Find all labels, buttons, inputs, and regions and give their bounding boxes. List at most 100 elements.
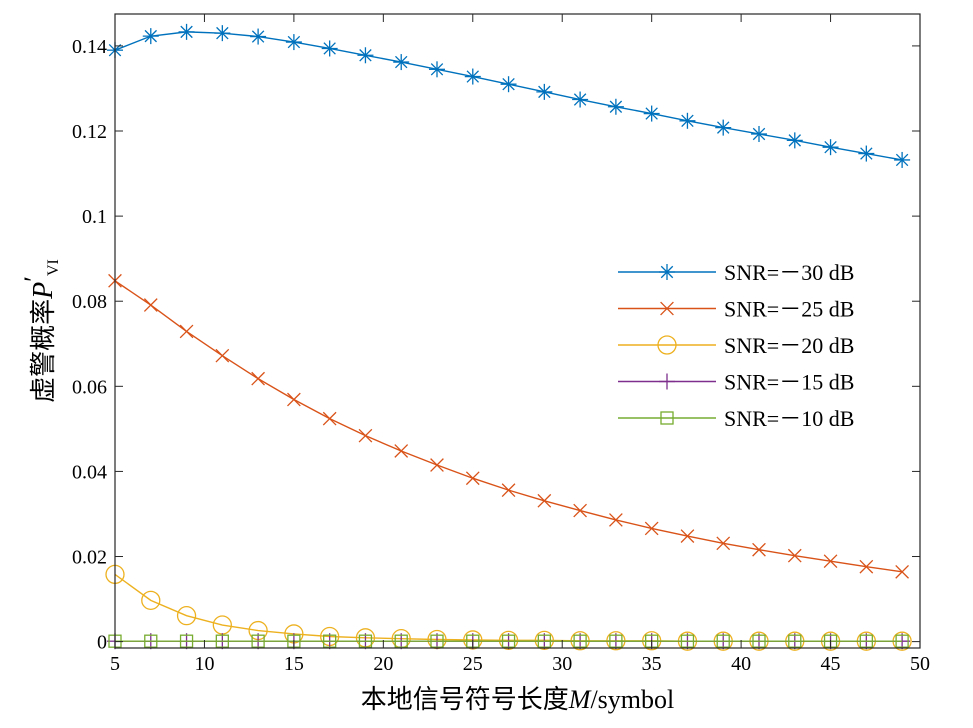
data-point [179, 324, 194, 339]
data-point [322, 411, 337, 426]
data-point [536, 83, 553, 100]
y-tick-label: 0.04 [72, 461, 107, 483]
data-point [859, 559, 874, 574]
x-tick-label: 25 [463, 653, 483, 675]
legend-label: SNR=－20 dB [724, 333, 854, 358]
data-point [141, 590, 161, 610]
data-point [358, 428, 373, 443]
data-point [572, 91, 589, 108]
data-point [176, 606, 197, 626]
data-point [498, 630, 519, 650]
data-point [752, 542, 766, 557]
data-point [573, 634, 587, 648]
data-point [179, 634, 194, 648]
data-point [786, 132, 803, 149]
y-tick-label: 0.12 [72, 121, 107, 143]
series-1 [107, 23, 911, 168]
data-point [501, 634, 516, 648]
data-point [394, 444, 409, 458]
y-tick-label: 0.02 [72, 547, 107, 569]
data-point [895, 564, 909, 579]
legend: SNR=－30 dB SNR=－25 dB SNR=－20 dB SNR=－15 dB… [612, 254, 912, 443]
legend-entry: SNR=－30 dB [618, 260, 854, 285]
data-point [644, 521, 659, 536]
data-point [858, 145, 875, 162]
data-point [429, 61, 445, 78]
data-point [251, 371, 265, 386]
data-point [500, 76, 517, 93]
y-tick-label: 0.14 [72, 36, 107, 58]
y-tick-label: 0.1 [82, 206, 107, 228]
data-point [680, 529, 695, 543]
x-axis-label-unit: /symbol [590, 685, 674, 714]
data-point [609, 634, 623, 648]
data-point [680, 634, 695, 648]
legend-label: SNR=－25 dB [724, 297, 854, 322]
legend-marker [659, 264, 675, 280]
data-point [178, 23, 195, 40]
data-point [394, 634, 408, 648]
x-axis-label-variable: M [568, 685, 592, 714]
data-point [752, 634, 766, 648]
legend-entry: SNR=－15 dB [618, 370, 854, 395]
legend-label: SNR=－15 dB [724, 370, 854, 395]
data-point [465, 471, 480, 486]
y-axis-label: 虚警概率P′VI [19, 259, 62, 403]
data-point [573, 503, 587, 518]
data-point [215, 348, 230, 363]
legend-marker [660, 301, 674, 316]
x-tick-label: 20 [373, 653, 393, 675]
data-point [250, 28, 267, 45]
y-axis-label-prime: ′ [19, 276, 48, 282]
y-tick-label: 0.08 [72, 291, 107, 313]
series-2 [108, 273, 909, 579]
data-point [643, 105, 660, 122]
data-point [357, 47, 374, 64]
data-point [859, 634, 873, 648]
y-axis-label-subscript: VI [45, 259, 62, 276]
data-point [287, 392, 301, 407]
axes-frame [114, 13, 921, 649]
legend-label: SNR=－10 dB [724, 406, 854, 431]
y-tick-label: 0 [97, 632, 107, 654]
data-point [430, 634, 444, 648]
data-point [607, 98, 624, 115]
y-axis-ticks: 0 0.02 0.04 0.06 0.08 0.1 0.12 0.14 [72, 36, 920, 654]
data-point [321, 40, 338, 57]
legend-marker [659, 373, 675, 390]
data-point [716, 634, 730, 648]
x-tick-label: 50 [910, 653, 930, 675]
axes [114, 13, 921, 649]
legend-entry: SNR=－25 dB [618, 297, 854, 322]
data-point [323, 634, 337, 648]
data-point [393, 54, 410, 71]
legend-entry: SNR=－10 dB [618, 406, 854, 431]
data-point [788, 634, 802, 648]
data-point [430, 458, 444, 472]
x-axis-ticks: 5 10 15 20 25 30 35 40 45 50 [110, 14, 930, 675]
data-point [358, 634, 373, 648]
data-point [823, 554, 838, 569]
data-point [822, 139, 839, 156]
data-point [787, 548, 802, 563]
data-point [143, 298, 158, 312]
data-point [464, 68, 481, 85]
x-tick-label: 45 [821, 653, 841, 675]
data-point [679, 112, 696, 129]
x-axis-label-text: 本地信号符号长度 [361, 685, 569, 715]
legend-marker [657, 335, 677, 355]
legend-entry: SNR=－20 dB [618, 333, 854, 358]
data-point [501, 483, 516, 497]
x-tick-label: 30 [552, 653, 572, 675]
legend-background [612, 254, 912, 443]
x-tick-label: 15 [284, 653, 304, 675]
legend-label: SNR=－30 dB [724, 260, 854, 285]
series-layer [105, 23, 912, 651]
x-axis-label: 本地信号符号长度M/symbol [361, 685, 674, 715]
data-point [895, 634, 909, 648]
data-point [715, 119, 732, 136]
data-point [537, 634, 551, 648]
data-point [751, 125, 767, 142]
data-point [215, 634, 229, 648]
